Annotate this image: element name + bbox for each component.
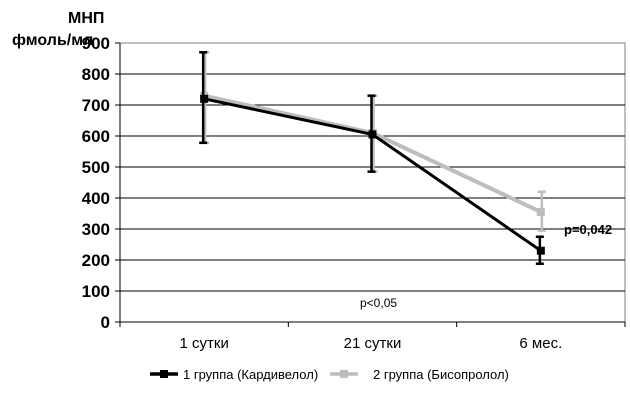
legend: 1 группа (Кардивелол) 2 группа (Бисопроло… bbox=[150, 367, 509, 382]
data-point bbox=[368, 130, 377, 139]
p-value-annotation-mid: p<0,05 bbox=[360, 296, 397, 310]
y-axis-label-line-2: фмоль/мл bbox=[12, 32, 93, 49]
x-tick-label: 6 мес. bbox=[519, 335, 562, 352]
legend-label: 2 группа (Бисопролол) bbox=[373, 367, 509, 382]
legend-swatch-marker bbox=[340, 370, 348, 378]
y-axis-label: МНП фмоль/мл bbox=[12, 10, 104, 49]
y-tick-label: 400 bbox=[82, 189, 110, 208]
data-point bbox=[536, 207, 545, 216]
legend-item-2: 2 группа (Бисопролол) bbox=[330, 367, 509, 382]
x-axis-ticks: 1 сутки 21 сутки 6 мес. bbox=[119, 322, 626, 352]
plot-area bbox=[119, 42, 626, 323]
data-point bbox=[536, 246, 545, 255]
y-tick-label: 300 bbox=[82, 220, 110, 239]
y-tick-label: 500 bbox=[82, 158, 110, 177]
y-tick-label: 800 bbox=[82, 65, 110, 84]
legend-swatch-marker bbox=[160, 370, 168, 378]
data-point bbox=[200, 94, 209, 103]
x-tick-label: 1 сутки bbox=[180, 335, 229, 352]
y-tick-label: 900 bbox=[82, 34, 110, 53]
series-1 bbox=[199, 51, 545, 265]
y-tick-label: 0 bbox=[101, 313, 110, 332]
y-tick-label: 200 bbox=[82, 251, 110, 270]
y-tick-label: 100 bbox=[82, 282, 110, 301]
legend-label: 1 группа (Кардивелол) bbox=[183, 367, 318, 382]
series-group bbox=[199, 51, 546, 265]
y-tick-label: 700 bbox=[82, 96, 110, 115]
x-tick-label: 21 сутки bbox=[344, 335, 402, 352]
p-value-annotation-right: p=0,042 bbox=[564, 222, 612, 237]
y-tick-label: 600 bbox=[82, 127, 110, 146]
y-axis-label-line-1: МНП bbox=[68, 10, 104, 27]
legend-item-1: 1 группа (Кардивелол) bbox=[150, 367, 318, 382]
y-axis-ticks: 0 100 200 300 400 500 600 700 800 900 bbox=[82, 34, 625, 332]
